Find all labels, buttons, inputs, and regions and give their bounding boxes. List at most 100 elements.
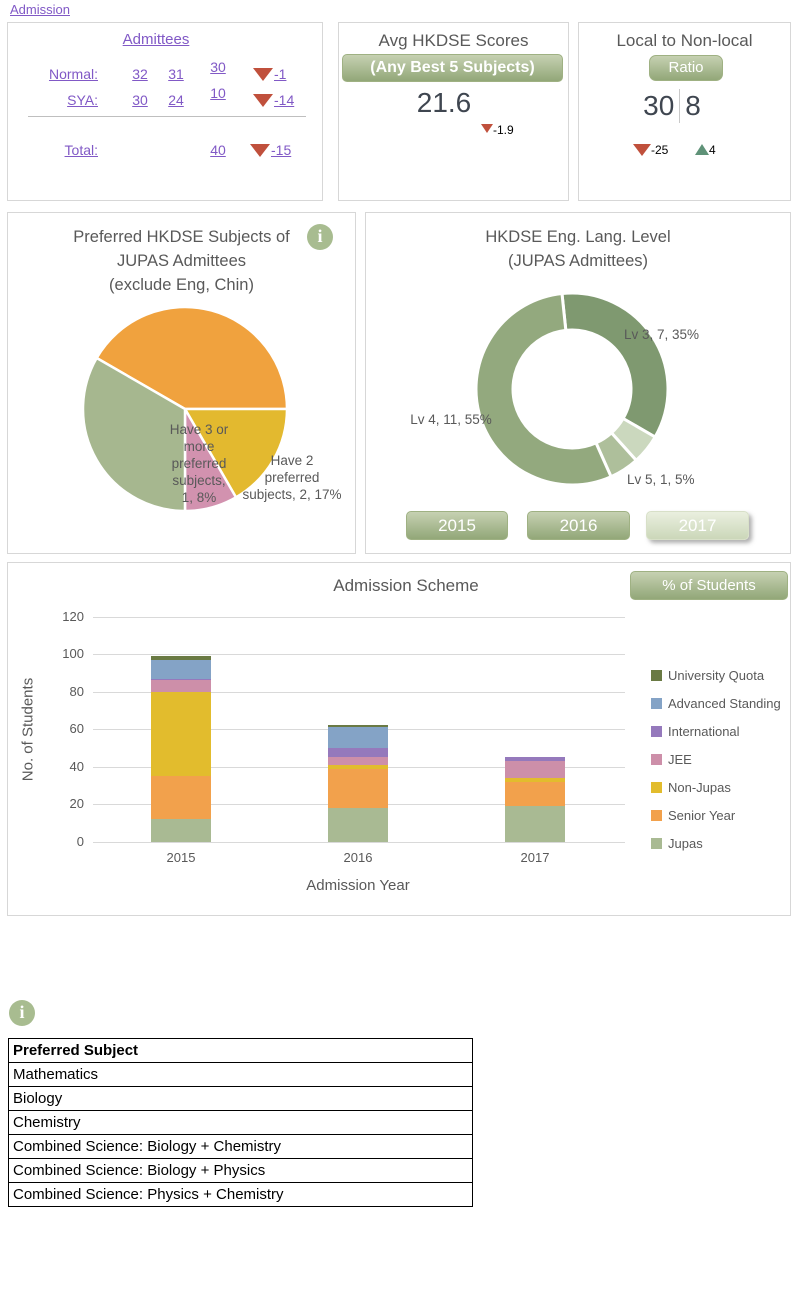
bar-segment-jee-2016 [328,757,388,765]
normal-value-2[interactable]: 31 [168,66,184,82]
table-row: Combined Science: Physics + Chemistry [8,1182,473,1207]
admittees-panel: Admittees Normal: 32 31 30 -1 SYA: 30 24… [7,22,323,201]
sya-delta[interactable]: -14 [274,92,295,108]
bar-segment-jupas-2015 [151,819,211,842]
table-cell: Combined Science: Physics + Chemistry [8,1182,473,1207]
table-row: Biology [8,1086,473,1111]
table-cell: Combined Science: Biology + Chemistry [8,1134,473,1159]
normal-delta[interactable]: -1 [274,66,287,82]
y-tick-label: 80 [69,683,84,699]
bar-segment-jupas-2017 [505,806,565,842]
ratio-button[interactable]: Ratio [649,55,723,81]
normal-value-3[interactable]: 30 [210,59,226,75]
donut-slice-lv3 [560,291,670,439]
table-cell: Biology [8,1086,473,1111]
bar-segment-non-jupas-2015 [151,691,211,777]
gridline [93,616,625,618]
down-triangle-icon [253,94,273,107]
pie-slice-unlabeled-green [81,356,187,513]
ratio-delta-up: 4 [695,143,716,157]
table-cell: Mathematics [8,1062,473,1087]
bar-segment-senior-year-2016 [328,768,388,809]
pie-slice-unlabeled-orange [95,305,289,411]
total-value[interactable]: 40 [210,142,226,158]
info-icon[interactable]: i [9,1000,35,1026]
bar-segment-advanced-standing-2015 [151,659,211,679]
bar-segment-non-jupas-2016 [328,764,388,769]
divider [28,116,306,117]
bar-segment-university-quota-2015 [151,655,211,660]
preferred-subjects-pie-chart [81,305,289,513]
up-triangle-icon [695,144,709,155]
legend-swatch-icon [651,669,662,681]
sya-row-label[interactable]: SYA: [67,92,98,108]
legend-label: JEE [668,751,692,767]
down-triangle-icon [633,144,651,156]
info-icon[interactable]: i [307,224,333,250]
sya-value-1[interactable]: 30 [132,92,148,108]
year-button-2015[interactable]: 2015 [406,511,508,540]
ratio-title: Local to Non-local [616,31,753,50]
local-value: 30 [643,90,675,121]
pct-of-students-button[interactable]: % of Students [630,571,788,600]
total-label[interactable]: Total: [64,142,98,158]
ratio-delta-down: -25 [633,143,668,157]
any-best-5-subjects-button[interactable]: (Any Best 5 Subjects) [342,54,563,82]
preferred-subject-table: Preferred Subject Mathematics Biology Chem… [8,1038,473,1207]
pie-chart-title: Preferred HKDSE Subjects of JUPAS Admitt… [73,228,290,294]
x-axis-title: Admission Year [306,877,410,894]
legend-swatch-icon [651,697,662,709]
nonlocal-value: 8 [685,90,701,121]
bar-segment-senior-year-2017 [505,781,565,807]
total-delta[interactable]: -15 [271,142,292,158]
table-row: Chemistry [8,1110,473,1135]
bar-segment-jupas-2016 [328,808,388,842]
admission-link[interactable]: Admission [10,2,70,17]
donut-slice-lv4 [474,292,613,487]
y-tick-label: 20 [69,796,84,812]
table-header: Preferred Subject [8,1038,473,1063]
legend-entry-jupas: Jupas [651,835,703,851]
eng-lang-level-donut-chart [474,291,670,487]
table-row: Combined Science: Biology + Physics [8,1158,473,1183]
bar-segment-international-2015 [151,678,211,681]
legend-label: Non-Jupas [668,779,731,795]
down-triangle-icon [481,124,493,133]
legend-swatch-icon [651,725,662,737]
legend-label: Advanced Standing [668,695,781,711]
legend-label: Senior Year [668,807,736,823]
avg-score-delta: -1.9 [481,123,514,137]
sya-value-2[interactable]: 24 [168,92,184,108]
legend-swatch-icon [651,753,662,765]
bar-segment-non-jupas-2017 [505,778,565,782]
pie-data-label: Have 3 or more preferred subjects, 1, 8% [169,422,229,505]
gridline [93,654,625,656]
avg-scores-panel: Avg HKDSE Scores (Any Best 5 Subjects) 2… [338,22,569,201]
legend-entry-jee: JEE [651,751,692,767]
legend-entry-non-jupas: Non-Jupas [651,779,731,795]
ratio-divider [679,89,681,123]
avg-score-value: 21.6 [416,87,472,118]
normal-value-1[interactable]: 32 [132,66,148,82]
legend-swatch-icon [651,809,662,821]
legend-label: International [668,723,740,739]
y-axis-title: No. of Students [19,677,37,782]
pie-slice-have-2-preferred [183,407,289,499]
eng-lang-level-panel: HKDSE Eng. Lang. Level (JUPAS Admittees)… [365,212,791,554]
y-tick-label: 40 [69,758,84,774]
normal-row-label[interactable]: Normal: [48,66,98,82]
donut-label-lv5: Lv 5, 1, 5% [627,472,695,487]
year-button-2017[interactable]: 2017 [646,511,749,540]
bar-plot-area: 0 20 40 60 80 100 120 2015 2016 2017 [8,563,790,915]
sya-value-3[interactable]: 10 [210,85,226,101]
table-row: Mathematics [8,1062,473,1087]
year-button-2016[interactable]: 2016 [527,511,630,540]
x-category-label: 2016 [343,850,373,865]
legend-entry-advanced-standing: Advanced Standing [651,695,781,711]
gridline [93,842,625,843]
ratio-values: 30 8 [579,89,765,123]
legend-entry-senior-year: Senior Year [651,807,735,823]
bar-chart-title: Admission Scheme [333,576,479,595]
admission-scheme-panel: Admission Scheme % of Students 0 20 40 60 80… [7,562,791,916]
